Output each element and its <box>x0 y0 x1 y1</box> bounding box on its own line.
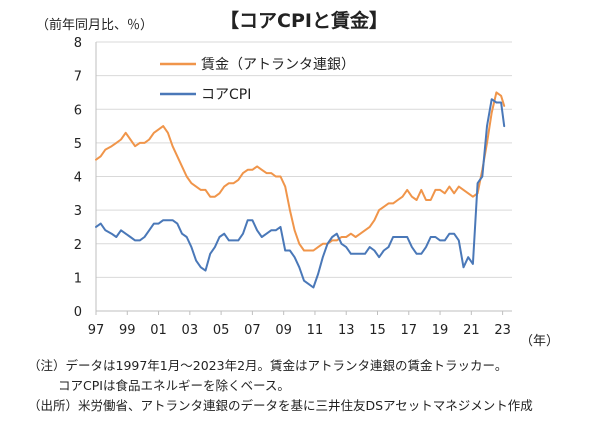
note-line: コアCPIは食品エネルギーを除くベース。 <box>58 378 290 393</box>
y-tick-label: 1 <box>74 271 82 286</box>
x-tick-label: 05 <box>213 323 230 338</box>
x-tick-label: 21 <box>463 323 480 338</box>
y-tick-label: 3 <box>74 204 82 219</box>
x-tick-label: 01 <box>150 323 167 338</box>
x-tick-label: 17 <box>401 323 418 338</box>
x-axis-label: （年） <box>520 334 560 349</box>
x-tick-label: 07 <box>244 323 261 338</box>
y-axis-label: （前年同月比、％） <box>36 18 154 33</box>
x-tick-label: 11 <box>307 323 324 338</box>
legend-label: 賃金（アトランタ連銀） <box>201 57 355 73</box>
y-tick-label: 2 <box>74 238 82 253</box>
x-tick-label: 23 <box>494 323 511 338</box>
y-tick-label: 0 <box>74 305 82 320</box>
series-line-core-cpi <box>95 98 506 289</box>
y-tick-label: 5 <box>74 137 82 152</box>
x-tick-label: 03 <box>182 323 199 338</box>
footnotes: （注）データは1997年1月～2023年2月。賃金はアトランタ連銀の賃金トラッカ… <box>28 356 533 416</box>
y-tick-label: 6 <box>74 103 82 118</box>
x-tick-label: 09 <box>275 323 292 338</box>
note-line: （注）データは1997年1月～2023年2月。賃金はアトランタ連銀の賃金トラッカ… <box>28 358 508 373</box>
source-line: （出所）米労働省、アトランタ連銀のデータを基に三井住友DSアセットマネジメント作… <box>28 398 533 413</box>
chart-title: 【コアCPIと賃金】 <box>220 10 388 32</box>
y-tick-label: 7 <box>74 70 82 85</box>
x-tick-label: 97 <box>88 323 105 338</box>
legend-label: コアCPI <box>201 87 251 103</box>
series-lines <box>95 91 506 289</box>
series-line-wage <box>95 91 506 252</box>
gridlines <box>96 41 512 312</box>
x-tick-label: 13 <box>338 323 355 338</box>
y-tick-label: 4 <box>74 171 82 186</box>
y-tick-label: 8 <box>74 36 82 51</box>
x-tick-label: 19 <box>432 323 449 338</box>
legend: 賃金（アトランタ連銀） コアCPI <box>160 57 355 103</box>
x-tick-label: 99 <box>119 323 136 338</box>
x-tick-label: 15 <box>369 323 386 338</box>
